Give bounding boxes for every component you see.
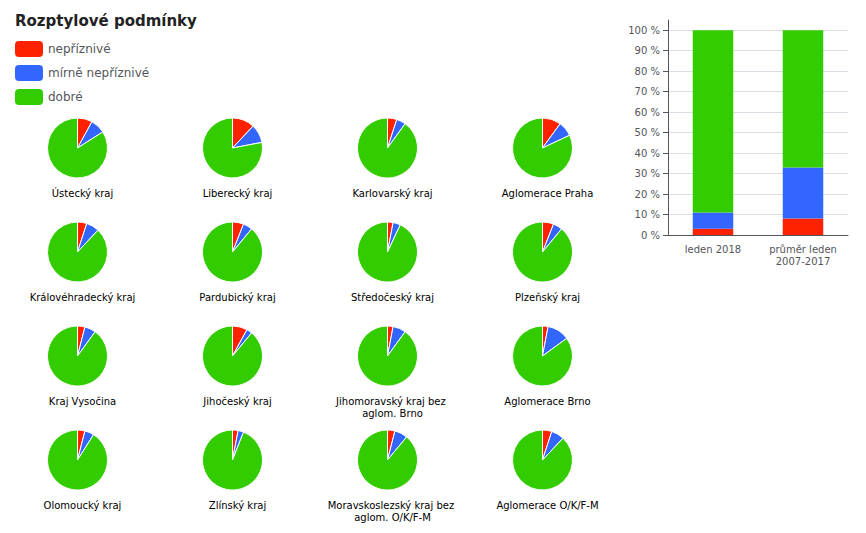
svg-text:Aglomerace Praha: Aglomerace Praha	[502, 188, 594, 199]
svg-text:80 %: 80 %	[635, 66, 660, 77]
svg-text:Královéhradecký kraj: Královéhradecký kraj	[30, 292, 136, 303]
svg-text:0 %: 0 %	[641, 230, 660, 241]
svg-text:průměr leden: průměr leden	[769, 244, 837, 255]
svg-text:dobré: dobré	[48, 90, 83, 104]
svg-text:Jihomoravský kraj bez: Jihomoravský kraj bez	[335, 396, 449, 407]
svg-text:Plzeňský kraj: Plzeňský kraj	[515, 292, 580, 303]
svg-text:10 %: 10 %	[635, 209, 660, 220]
svg-text:30 %: 30 %	[635, 168, 660, 179]
svg-text:60 %: 60 %	[635, 107, 660, 118]
svg-text:Ústecký kraj: Ústecký kraj	[52, 187, 113, 199]
svg-text:Moravskoslezský kraj bez: Moravskoslezský kraj bez	[328, 500, 458, 511]
svg-text:Aglomerace Brno: Aglomerace Brno	[504, 396, 590, 407]
svg-text:100 %: 100 %	[628, 25, 660, 36]
svg-text:Rozptylové podmínky: Rozptylové podmínky	[15, 12, 197, 30]
svg-text:mírně nepříznivé: mírně nepříznivé	[48, 66, 149, 80]
svg-text:leden 2018: leden 2018	[685, 244, 741, 255]
svg-text:Karlovarský kraj: Karlovarský kraj	[352, 188, 432, 199]
svg-text:Olomoucký kraj: Olomoucký kraj	[44, 500, 122, 511]
svg-text:Aglomerace O/K/F-M: Aglomerace O/K/F-M	[496, 500, 598, 511]
svg-text:nepříznivé: nepříznivé	[48, 42, 111, 56]
svg-text:20 %: 20 %	[635, 189, 660, 200]
svg-text:Středočeský kraj: Středočeský kraj	[351, 292, 434, 303]
svg-text:50 %: 50 %	[635, 127, 660, 138]
svg-text:aglom. Brno: aglom. Brno	[362, 408, 423, 419]
svg-text:2007-2017: 2007-2017	[776, 256, 831, 267]
svg-text:Zlínský kraj: Zlínský kraj	[209, 500, 266, 511]
svg-text:Pardubický kraj: Pardubický kraj	[199, 292, 275, 303]
svg-text:90 %: 90 %	[635, 45, 660, 56]
svg-text:aglom. O/K/F-M: aglom. O/K/F-M	[354, 512, 431, 523]
svg-text:Kraj Vysočina: Kraj Vysočina	[49, 396, 116, 407]
svg-text:Jihočeský kraj: Jihočeský kraj	[202, 396, 271, 407]
svg-text:70 %: 70 %	[635, 86, 660, 97]
svg-text:40 %: 40 %	[635, 148, 660, 159]
svg-text:Liberecký kraj: Liberecký kraj	[203, 188, 273, 199]
